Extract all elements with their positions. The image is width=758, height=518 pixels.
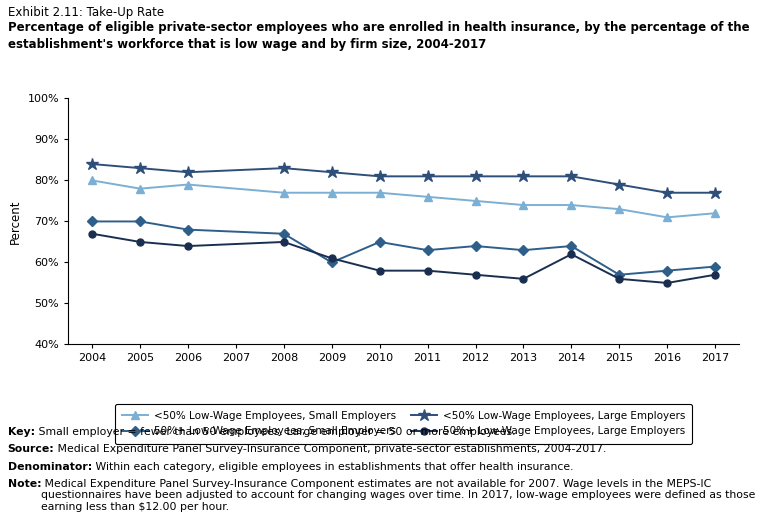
Text: Small employer = fewer than 50 employees. Large employer = 50 or more employees.: Small employer = fewer than 50 employees… (35, 427, 515, 437)
Y-axis label: Percent: Percent (9, 199, 22, 243)
Text: Medical Expenditure Panel Survey-Insurance Component estimates are not available: Medical Expenditure Panel Survey-Insuran… (41, 479, 756, 512)
Text: Percentage of eligible private-sector employees who are enrolled in health insur: Percentage of eligible private-sector em… (8, 21, 749, 51)
Text: Within each category, eligible employees in establishments that offer health ins: Within each category, eligible employees… (92, 462, 573, 471)
Text: Medical Expenditure Panel Survey-Insurance Component, private-sector establishme: Medical Expenditure Panel Survey-Insuran… (55, 444, 606, 454)
Text: Denominator:: Denominator: (8, 462, 92, 471)
Text: Note:: Note: (8, 479, 41, 488)
Text: Source:: Source: (8, 444, 55, 454)
Legend: <50% Low-Wage Employees, Small Employers, 50%+ Low-Wage Employees, Small Employe: <50% Low-Wage Employees, Small Employers… (115, 404, 692, 443)
Text: Exhibit 2.11: Take-Up Rate: Exhibit 2.11: Take-Up Rate (8, 6, 164, 19)
Text: Key:: Key: (8, 427, 35, 437)
